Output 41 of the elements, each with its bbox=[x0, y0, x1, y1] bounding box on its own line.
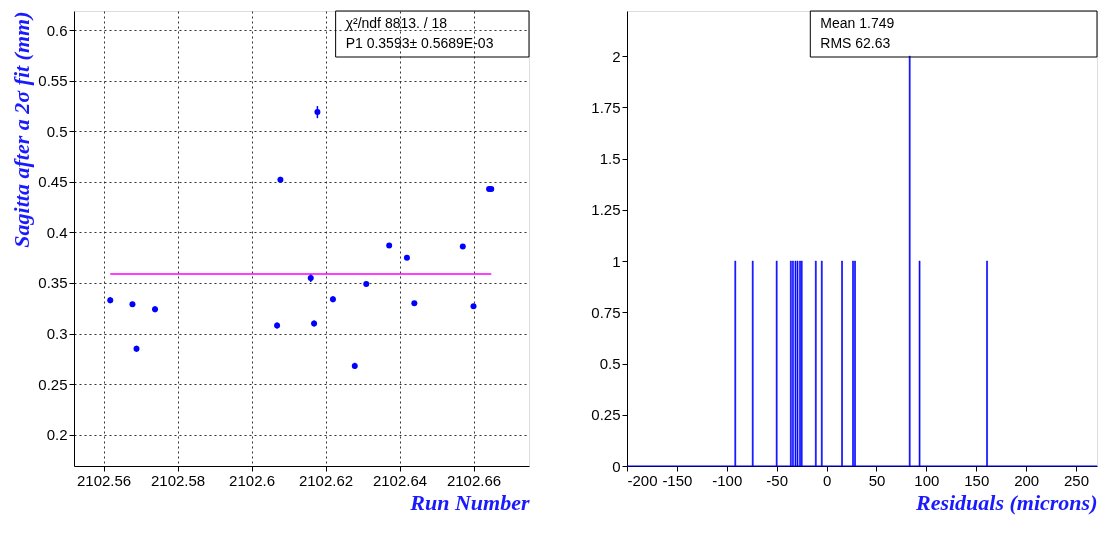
y-tick-label: 0.25 bbox=[591, 406, 621, 424]
y-tick-label: 0.4 bbox=[46, 223, 68, 241]
y-tick-label: 0.5 bbox=[46, 122, 68, 140]
y-tick-label: 0.2 bbox=[46, 426, 68, 444]
x-tick-label: -150 bbox=[662, 471, 693, 489]
y-tick-label: 1.25 bbox=[591, 201, 621, 219]
y-tick-label: 0.45 bbox=[38, 173, 68, 191]
x-tick-label: 2102.62 bbox=[298, 471, 354, 489]
y-tick-label: 0.75 bbox=[591, 303, 621, 321]
x-tick-label: -50 bbox=[766, 471, 789, 489]
y-tick-label: 0 bbox=[612, 457, 621, 475]
y-tick-label: 0.5 bbox=[599, 355, 621, 373]
y-tick-label: 0.3 bbox=[46, 325, 68, 343]
y-tick-label: 1.5 bbox=[599, 150, 621, 168]
annotation: Mean 1.749 bbox=[820, 15, 895, 31]
x-axis-title: Residuals (microns) bbox=[914, 489, 1098, 515]
x-tick-label: 150 bbox=[964, 471, 990, 489]
y-tick-label: 1 bbox=[612, 252, 621, 270]
y-tick-label: 0.55 bbox=[38, 72, 68, 90]
x-tick-label: 2102.6 bbox=[229, 471, 276, 489]
y-tick-label: 0.6 bbox=[46, 21, 68, 39]
x-tick-label: 2102.58 bbox=[150, 471, 206, 489]
annotation: RMS 62.63 bbox=[820, 35, 891, 51]
annotation: χ²/ndf 8813. / 18 bbox=[345, 15, 448, 31]
y-tick-label: 0.35 bbox=[38, 274, 68, 292]
x-tick-label: 2102.64 bbox=[372, 471, 428, 489]
x-tick-label: 50 bbox=[868, 471, 886, 489]
x-tick-label: 0 bbox=[822, 471, 832, 489]
x-tick-label: -200 bbox=[627, 471, 658, 489]
y-axis-title: Sagitta after a 2σ fit (mm) bbox=[9, 11, 35, 248]
y-tick-label: 2 bbox=[612, 47, 621, 65]
x-tick-label: 250 bbox=[1064, 471, 1090, 489]
x-axis-title: Run Number bbox=[409, 489, 530, 515]
x-tick-label: 2102.56 bbox=[76, 471, 132, 489]
x-tick-label: -100 bbox=[712, 471, 743, 489]
x-tick-label: 2102.66 bbox=[446, 471, 502, 489]
y-tick-label: 0.25 bbox=[38, 375, 68, 393]
annotation: P1 0.3593± 0.5689E-03 bbox=[345, 35, 494, 51]
x-tick-label: 100 bbox=[914, 471, 940, 489]
y-tick-label: 1.75 bbox=[591, 98, 621, 116]
x-tick-label: 200 bbox=[1014, 471, 1040, 489]
